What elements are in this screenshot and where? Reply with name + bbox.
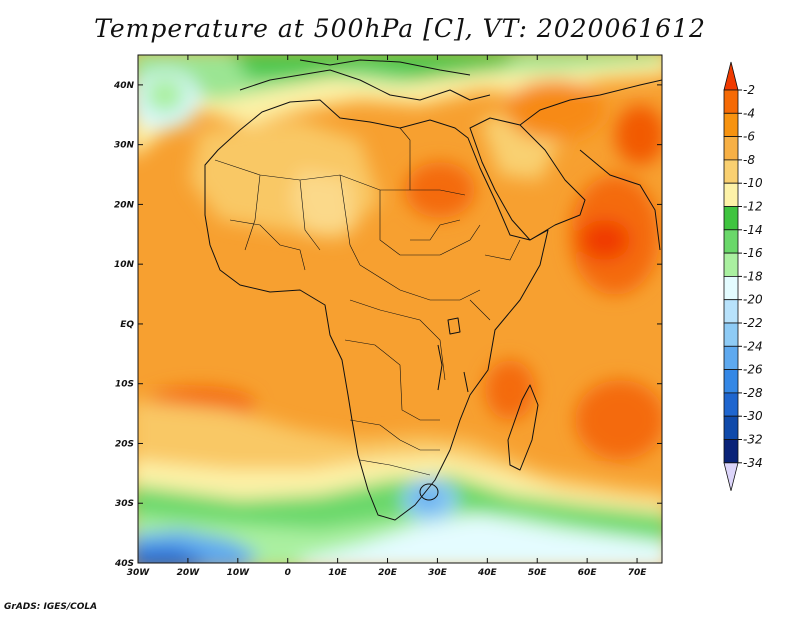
footer-credit: GrADS: IGES/COLA xyxy=(4,602,98,612)
colorbar-swatch xyxy=(723,112,739,138)
colorbar-swatch xyxy=(723,252,739,277)
colorbar-swatch xyxy=(723,439,739,464)
colorbar-label: -20 xyxy=(743,293,763,307)
lat-label: 20N xyxy=(114,200,135,210)
lon-label: 10E xyxy=(328,568,348,578)
colorbar-label: -16 xyxy=(743,246,763,260)
colorbar-label: -2 xyxy=(743,83,755,97)
colorbar-label: -6 xyxy=(743,130,755,144)
colorbar-label: -14 xyxy=(743,223,763,237)
lat-label: 40N xyxy=(113,81,135,91)
colorbar-swatch xyxy=(723,159,739,184)
lon-label: 70E xyxy=(628,568,648,578)
colorbar-swatch xyxy=(723,275,739,301)
colorbar-swatches xyxy=(723,61,739,491)
colorbar-label: -18 xyxy=(743,269,763,283)
colorbar-label: -10 xyxy=(743,176,763,190)
map-frame xyxy=(137,54,663,564)
colorbar-label: -26 xyxy=(743,363,763,377)
lat-label: EQ xyxy=(120,320,134,330)
colorbar-label: -22 xyxy=(743,316,763,330)
country-borders xyxy=(214,127,521,476)
lat-label: 10S xyxy=(115,380,134,390)
latitude-axis: 40N 30N 20N 10N EQ 10S 20S 30S 40S xyxy=(113,81,662,569)
colorbar-swatch xyxy=(723,299,739,324)
lon-label: 60E xyxy=(578,568,598,578)
colorbar-swatch xyxy=(723,392,739,417)
lon-label: 30E xyxy=(428,568,448,578)
colorbar-swatch xyxy=(723,206,739,231)
lat-label: 30N xyxy=(114,141,135,151)
colorbar-swatch xyxy=(723,345,739,370)
colorbar-label: -28 xyxy=(743,386,763,400)
colorbar-label: -30 xyxy=(743,409,763,423)
lon-label: 50E xyxy=(528,568,548,578)
lat-label: 10N xyxy=(114,260,135,270)
lon-label: 40E xyxy=(477,568,498,578)
colorbar-swatch xyxy=(723,89,739,114)
lat-label: 30S xyxy=(115,499,134,509)
colorbar-label: -12 xyxy=(743,200,763,214)
colorbar-swatch xyxy=(723,369,739,394)
colorbar-swatch xyxy=(723,415,739,440)
lon-label: 0 xyxy=(285,568,291,578)
coastlines xyxy=(204,59,662,521)
longitude-axis: 30W 20W 10W 0 10E 20E 30E 40E 50E 60E 70E xyxy=(127,55,647,578)
lon-label: 20W xyxy=(177,568,201,578)
colorbar-labels: -2 -4 -6 -8 -10 -12 -14 -16 -18 -20 -22 -24 -26 -28 -3… xyxy=(738,83,763,470)
lon-label: 20E xyxy=(378,568,398,578)
colorbar-swatch xyxy=(723,182,739,207)
lat-label: 40S xyxy=(114,559,134,569)
colorbar-top-arrow xyxy=(723,61,739,91)
colorbar-swatch xyxy=(723,229,739,254)
colorbar-swatch xyxy=(723,322,739,347)
lon-label: 30W xyxy=(127,568,151,578)
lon-label: 10W xyxy=(227,568,251,578)
lat-label: 20S xyxy=(115,439,134,449)
colorbar-bottom-arrow xyxy=(723,462,739,491)
map-title: Temperature at 500hPa [C], VT: 202006161… xyxy=(94,14,706,43)
colorbar-label: -32 xyxy=(743,433,763,447)
colorbar-label: -4 xyxy=(743,106,755,120)
colorbar-swatch xyxy=(723,136,739,161)
temperature-field xyxy=(138,55,662,563)
colorbar-label: -24 xyxy=(743,339,763,353)
colorbar-label: -34 xyxy=(743,456,763,470)
colorbar-label: -8 xyxy=(743,153,755,167)
